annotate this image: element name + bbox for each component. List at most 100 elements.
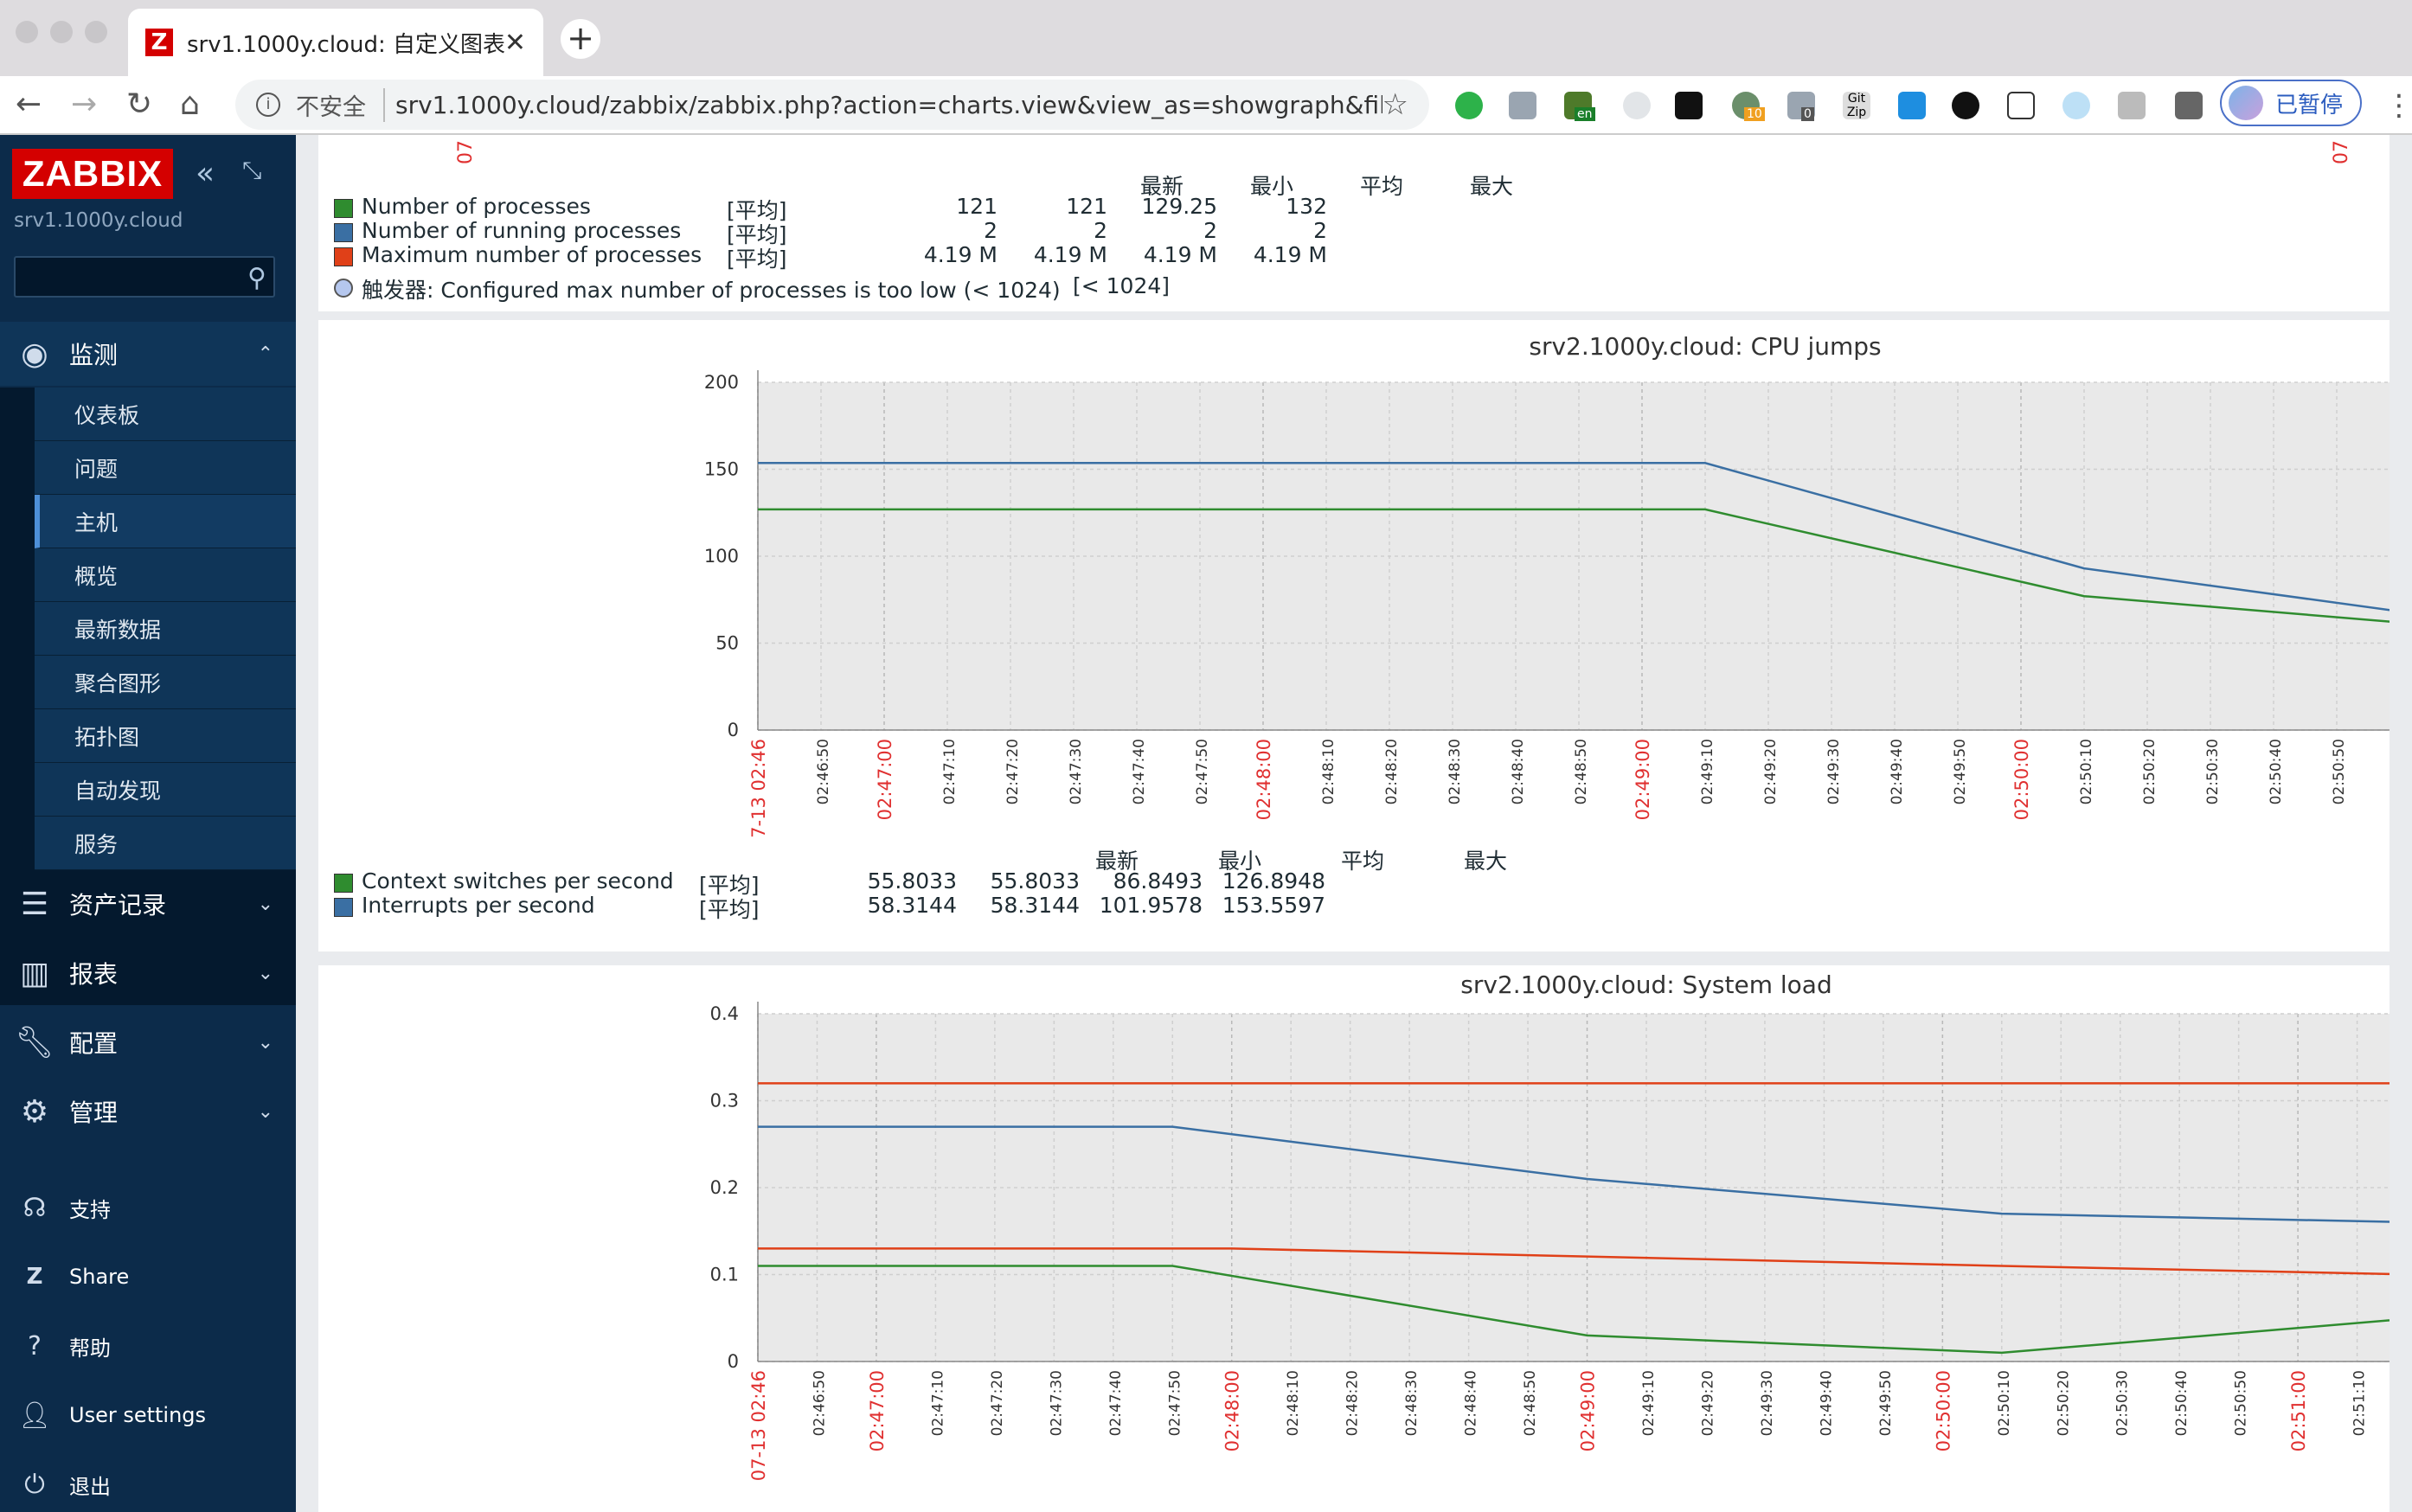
tool-extension-icon[interactable] (2007, 92, 2035, 119)
legend-value: 126.8948 (1222, 868, 1325, 894)
menu-reports[interactable]: ▥ 报表 ⌄ (0, 941, 296, 1005)
x-tick-label: 02:51:10 (2351, 1370, 2369, 1436)
series-line (758, 1125, 2390, 1223)
submenu-latest-data[interactable]: 最新数据 (35, 602, 296, 656)
question-icon: ? (28, 1330, 42, 1361)
legend-header-max: 最大 (1469, 174, 1513, 199)
x-tick-label: 02:47:00 (875, 739, 895, 820)
x-tick-label: 02:47:40 (1131, 739, 1148, 804)
search-icon[interactable]: ⚲ (247, 263, 266, 293)
url-text[interactable]: srv1.1000y.cloud/zabbix/zabbix.php?actio… (395, 90, 1382, 119)
system-load-chart[interactable]: srv2.1000y.cloud: System load 07-13 02:46… (318, 965, 2390, 1512)
x-tick-label: 02:46:50 (811, 1370, 828, 1436)
menu-administration[interactable]: ⚙ 管理 ⌄ (0, 1080, 296, 1144)
reader-extension-icon[interactable] (1675, 92, 1703, 119)
bookmark-star-icon[interactable]: ☆ (1382, 87, 1408, 122)
y-tick-label: 100 (704, 546, 739, 567)
menu-monitoring[interactable]: ◉ 监测 ⌃ (0, 322, 296, 386)
share-link[interactable]: Z Share (0, 1251, 296, 1303)
legend-value: 58.3144 (990, 893, 1080, 918)
submenu-maps[interactable]: 拓扑图 (35, 709, 296, 763)
x-tick-label: 02:50:00 (2011, 739, 2032, 820)
x-tick-label: 02:48:30 (1447, 739, 1464, 804)
y-tick-label: 0 (728, 720, 739, 740)
forward-arrow-icon[interactable]: → (71, 86, 98, 122)
legend-value: 129.25 (1141, 194, 1217, 219)
x-tick-label: 02:47:30 (1068, 739, 1085, 804)
submenu-hosts[interactable]: 主机 (35, 495, 296, 548)
x-tick-label: 02:47:00 (867, 1370, 888, 1451)
help-extension-icon[interactable]: 0 (1787, 92, 1815, 121)
list-icon: ☰ (20, 886, 49, 922)
submenu-services[interactable]: 服务 (35, 817, 296, 870)
help-link[interactable]: ? 帮助 (0, 1320, 296, 1372)
media-extension-icon[interactable] (1952, 92, 1979, 119)
y-tick-label: 0.3 (710, 1091, 739, 1112)
reload-icon[interactable]: ↻ (126, 86, 153, 122)
profile-button[interactable]: 已暂停 (2220, 80, 2362, 126)
x-tick-label: 02:49:20 (1762, 739, 1780, 804)
processes-graph-panel: 07 07 最新 最小 平均 最大 Number of processes [平… (318, 135, 2390, 311)
window-zoom-dot[interactable] (85, 21, 107, 43)
x-tick-label: 02:50:10 (2078, 739, 2095, 804)
legend-value: 58.3144 (867, 893, 957, 918)
info-icon[interactable]: i (256, 93, 280, 117)
menu-inventory[interactable]: ☰ 资产记录 ⌄ (0, 872, 296, 936)
submenu-dashboard[interactable]: 仪表板 (35, 388, 296, 441)
puzzle-extensions-icon[interactable] (2175, 92, 2203, 119)
support-link[interactable]: ☊ 支持 (0, 1182, 296, 1233)
x-tick-label: 02:50:30 (2114, 1370, 2132, 1436)
browser-tab[interactable]: Z srv1.1000y.cloud: 自定义图表 ✕ (128, 9, 543, 76)
legend-value: 4.19 M (923, 242, 998, 267)
weather-extension-icon[interactable] (2062, 92, 2090, 119)
zabbix-favicon-icon: Z (145, 29, 173, 56)
collapse-sidebar-icon[interactable]: « (196, 156, 215, 191)
sign-out-link[interactable]: ⏻ 退出 (0, 1458, 296, 1510)
folder-extension-icon[interactable] (2118, 92, 2146, 119)
y-tick-label: 0.4 (710, 1003, 739, 1024)
back-arrow-icon[interactable]: ← (16, 86, 42, 122)
legend-name: Context switches per second (362, 868, 674, 894)
window-minimize-dot[interactable] (50, 21, 73, 43)
x-tick-label: 02:48:30 (1403, 1370, 1421, 1436)
window-close-dot[interactable] (16, 21, 38, 43)
submenu-overview[interactable]: 概览 (35, 548, 296, 602)
cloud-extension-icon[interactable] (1623, 92, 1651, 119)
search-input[interactable]: ⚲ (14, 256, 275, 298)
legend-header-max: 最大 (1463, 849, 1507, 874)
x-tick-label: 02:46:50 (815, 739, 832, 804)
kiosk-mode-icon[interactable]: ⤡ (242, 156, 262, 184)
x-tick-label: 02:48:50 (1522, 1370, 1539, 1436)
address-bar[interactable]: i 不安全 srv1.1000y.cloud/zabbix/zabbix.php… (235, 80, 1429, 130)
home-icon[interactable]: ⌂ (180, 86, 200, 122)
legend-unit: [平均] (699, 897, 760, 922)
x-tick-label: 02:49:20 (1699, 1370, 1716, 1436)
cpu-jumps-graph-panel: srv2.1000y.cloud: CPU jumps 07-13 02:46 02… (318, 320, 2390, 951)
green-circle-extension-icon[interactable]: 10 (1732, 92, 1765, 121)
eye-icon: ◉ (21, 336, 48, 372)
x-tick-label: 02:48:40 (1463, 1370, 1480, 1436)
menu-configuration[interactable]: 🔧︎ 配置 ⌄ (0, 1010, 296, 1074)
x-tick-label: 02:50:50 (2233, 1370, 2250, 1436)
legend-value: 132 (1286, 194, 1327, 219)
evernote-extension-icon[interactable] (1455, 92, 1483, 119)
gitzip-extension-icon[interactable]: Git Zip (1843, 92, 1870, 119)
legend-unit: [平均] (699, 873, 760, 898)
submenu-screens[interactable]: 聚合图形 (35, 656, 296, 709)
browser-menu-icon[interactable]: ⋮ (2384, 88, 2412, 123)
submenu-problems[interactable]: 问题 (35, 441, 296, 495)
screenshot-extension-icon[interactable] (1898, 92, 1926, 119)
x-tick-label: 02:50:40 (2268, 739, 2285, 804)
x-tick-label: 02:47:30 (1048, 1370, 1065, 1436)
new-tab-button[interactable]: + (561, 19, 600, 59)
translate-extension-icon[interactable]: en (1564, 92, 1595, 121)
zabbix-logo[interactable]: ZABBIX (12, 149, 173, 199)
user-settings-link[interactable]: 👤︎ User settings (0, 1389, 296, 1441)
security-label: 不安全 (296, 87, 385, 122)
submenu-discovery[interactable]: 自动发现 (35, 763, 296, 817)
y-tick-label: 150 (704, 459, 739, 480)
download-extension-icon[interactable] (1509, 92, 1536, 119)
x-tick-label: 07-13 02:46 (748, 739, 769, 839)
tab-close-icon[interactable]: ✕ (504, 27, 526, 58)
